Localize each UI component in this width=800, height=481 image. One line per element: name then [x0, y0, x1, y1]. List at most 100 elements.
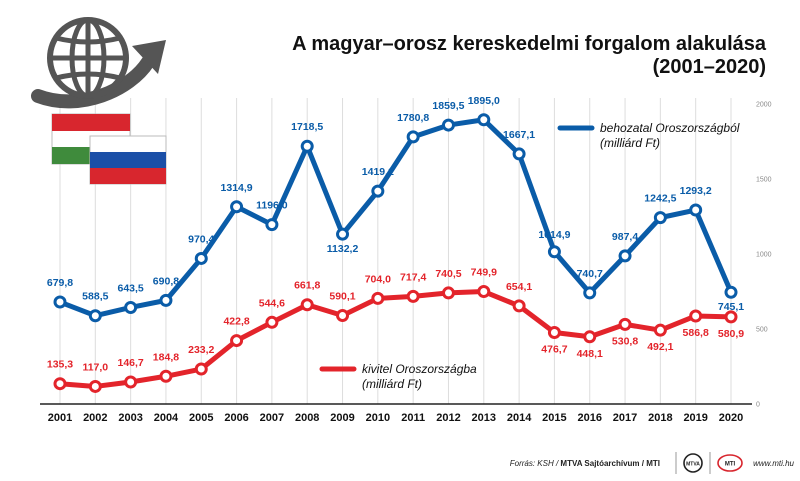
export-point-2019 — [689, 309, 703, 323]
x-tick-label: 2011 — [401, 412, 425, 424]
x-tick-label: 2017 — [613, 412, 637, 424]
legend-import-unit: (milliárd Ft) — [600, 136, 660, 150]
export-data-label-2008: 661,8 — [294, 280, 320, 292]
export-data-label-2018: 492,1 — [647, 341, 673, 353]
import-point-2018 — [653, 211, 667, 225]
mti-logo: MTI — [717, 454, 743, 472]
legend-import: behozatal Oroszországból (milliárd Ft) — [557, 121, 740, 150]
import-point-2012 — [441, 118, 455, 132]
import-point-2005 — [194, 251, 208, 265]
import-point-2002 — [88, 309, 102, 323]
export-data-label-2015: 476,7 — [541, 343, 567, 355]
import-point-2010 — [371, 184, 385, 198]
y-tick-label: 2000 — [756, 102, 772, 109]
x-tick-label: 2007 — [260, 412, 284, 424]
import-data-label-2014: 1667,1 — [503, 129, 535, 141]
x-tick-label: 2019 — [683, 412, 707, 424]
export-point-2004 — [159, 369, 173, 383]
x-tick-label: 2003 — [118, 412, 142, 424]
import-point-2008 — [300, 139, 314, 153]
x-tick-label: 2010 — [366, 412, 390, 424]
import-data-label-2018: 1242,5 — [644, 193, 676, 205]
chart-title-line2: (2001–2020) — [653, 56, 766, 78]
export-point-2020 — [724, 310, 738, 324]
import-point-2019 — [689, 203, 703, 217]
mti-logo-text: MTI — [725, 462, 736, 468]
import-data-label-2006: 1314,9 — [221, 182, 253, 194]
russia-flag-icon — [89, 135, 167, 185]
export-data-label-2010: 704,0 — [365, 273, 391, 285]
import-data-label-2017: 987,4 — [612, 231, 638, 243]
legend-import-label: behozatal Oroszországból — [600, 121, 740, 135]
export-point-2016 — [583, 330, 597, 344]
import-point-2014 — [512, 147, 526, 161]
x-tick-label: 2013 — [472, 412, 496, 424]
export-point-2011 — [406, 289, 420, 303]
import-data-label-2010: 1419,1 — [362, 166, 394, 178]
export-point-2002 — [88, 379, 102, 393]
source-credit: Forrás: KSH / MTVA Sajtóarchívum / MTI — [510, 459, 660, 468]
globe-icon — [47, 17, 129, 99]
import-point-2007 — [265, 218, 279, 232]
website-url: www.mti.hu — [753, 459, 794, 468]
import-point-2017 — [618, 249, 632, 263]
y-axis-ticks: 0 500 1000 1500 2000 — [756, 102, 772, 409]
export-point-2018 — [653, 323, 667, 337]
x-tick-label: 2015 — [542, 412, 566, 424]
import-data-label-2008: 1718,5 — [291, 121, 323, 133]
export-point-2005 — [194, 362, 208, 376]
import-data-label-2015: 1014,9 — [538, 229, 570, 241]
legend-export: kivitel Oroszországba (milliárd Ft) — [319, 362, 477, 391]
x-tick-label: 2012 — [436, 412, 460, 424]
legend-export-label: kivitel Oroszországba — [362, 362, 477, 376]
legend-export-unit: (milliárd Ft) — [362, 377, 422, 391]
export-data-label-2016: 448,1 — [577, 348, 603, 360]
export-data-label-2013: 749,9 — [471, 267, 497, 279]
export-point-2010 — [371, 291, 385, 305]
mtva-logo-text: MTVA — [686, 462, 700, 468]
x-tick-label: 2014 — [507, 412, 532, 424]
import-point-2011 — [406, 130, 420, 144]
x-tick-label: 2020 — [719, 412, 743, 424]
source-prefix: Forrás: KSH / — [510, 459, 561, 468]
import-data-label-2016: 740,7 — [577, 268, 603, 280]
export-point-2009 — [336, 308, 350, 322]
y-tick-label: 0 — [756, 402, 760, 409]
import-data-label-2019: 1293,2 — [680, 185, 712, 197]
import-data-label-2002: 588,5 — [82, 291, 108, 303]
x-tick-label: 2005 — [189, 412, 213, 424]
x-tick-label: 2004 — [154, 412, 179, 424]
import-data-label-2013: 1895,0 — [468, 95, 500, 107]
x-tick-label: 2002 — [83, 412, 107, 424]
export-point-2014 — [512, 299, 526, 313]
import-data-label-2003: 643,5 — [117, 282, 143, 294]
export-data-label-2009: 590,1 — [329, 290, 355, 302]
export-data-label-2001: 135,3 — [47, 359, 73, 371]
import-data-label-2009: 1132,2 — [327, 243, 359, 255]
mtva-logo: MTVA — [683, 453, 703, 473]
import-data-label-2011: 1780,8 — [397, 112, 429, 124]
export-data-label-2019: 586,8 — [683, 327, 709, 339]
export-point-2017 — [618, 317, 632, 331]
import-data-label-2001: 679,8 — [47, 277, 73, 289]
export-point-2013 — [477, 285, 491, 299]
import-point-2013 — [477, 113, 491, 127]
export-point-2008 — [300, 298, 314, 312]
export-data-label-2006: 422,8 — [223, 316, 249, 328]
export-point-2012 — [441, 286, 455, 300]
source-agency: MTVA Sajtóarchívum / MTI — [560, 459, 660, 468]
x-tick-label: 2001 — [48, 412, 72, 424]
import-data-label-2004: 690,8 — [153, 275, 179, 287]
export-data-label-2017: 530,8 — [612, 335, 638, 347]
import-data-label-2012: 1859,5 — [432, 100, 464, 112]
import-point-2001 — [53, 295, 67, 309]
export-data-label-2007: 544,6 — [259, 297, 285, 309]
export-point-2006 — [230, 334, 244, 348]
export-point-2003 — [124, 375, 138, 389]
import-data-label-2005: 970,4 — [188, 233, 214, 245]
export-data-label-2012: 740,5 — [435, 268, 461, 280]
chart-title-line1: A magyar–orosz kereskedelmi forgalom ala… — [292, 33, 767, 55]
y-tick-label: 1000 — [756, 252, 772, 259]
x-tick-label: 2009 — [330, 412, 354, 424]
